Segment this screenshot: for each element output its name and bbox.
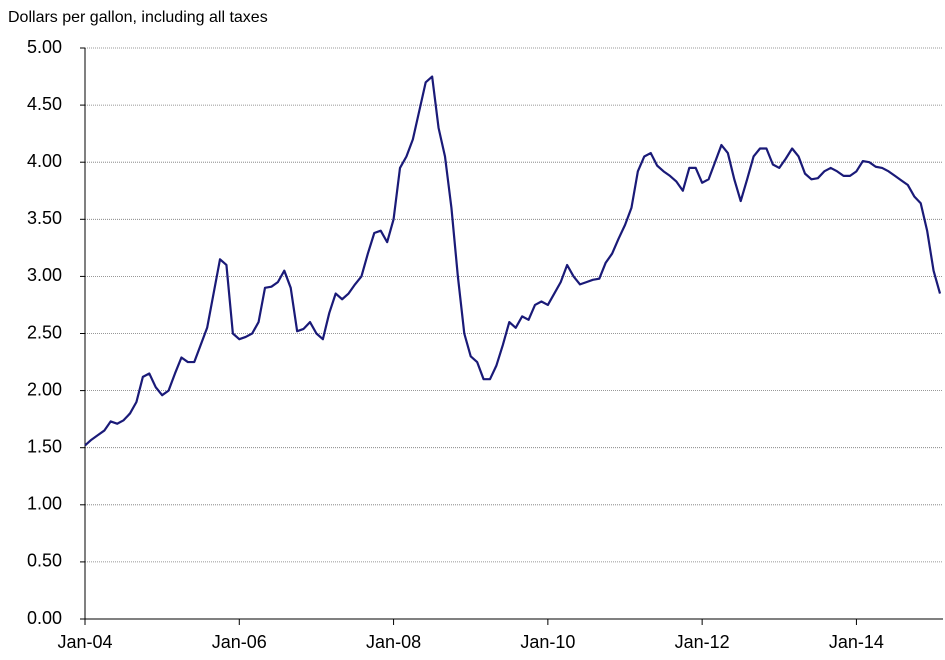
y-tick-label: 0.50: [27, 551, 62, 571]
x-tick-label: Jan-04: [57, 632, 112, 652]
y-tick-label: 0.00: [27, 608, 62, 628]
y-tick-label: 4.00: [27, 151, 62, 171]
y-tick-label: 5.00: [27, 37, 62, 57]
x-tick-label: Jan-14: [829, 632, 884, 652]
y-tick-label: 2.00: [27, 379, 62, 399]
y-tick-label: 4.50: [27, 94, 62, 114]
y-tick-label: 3.50: [27, 208, 62, 228]
price-line: [84, 75, 942, 447]
x-tick-label: Jan-06: [212, 632, 267, 652]
y-tick-label: 1.00: [27, 494, 62, 514]
x-tick-label: Jan-10: [520, 632, 575, 652]
y-tick-label: 1.50: [27, 436, 62, 456]
x-tick-label: Jan-12: [675, 632, 730, 652]
chart-title: Dollars per gallon, including all taxes: [8, 9, 268, 26]
x-tick-label: Jan-08: [366, 632, 421, 652]
y-tick-label: 3.00: [27, 265, 62, 285]
y-tick-label: 2.50: [27, 322, 62, 342]
